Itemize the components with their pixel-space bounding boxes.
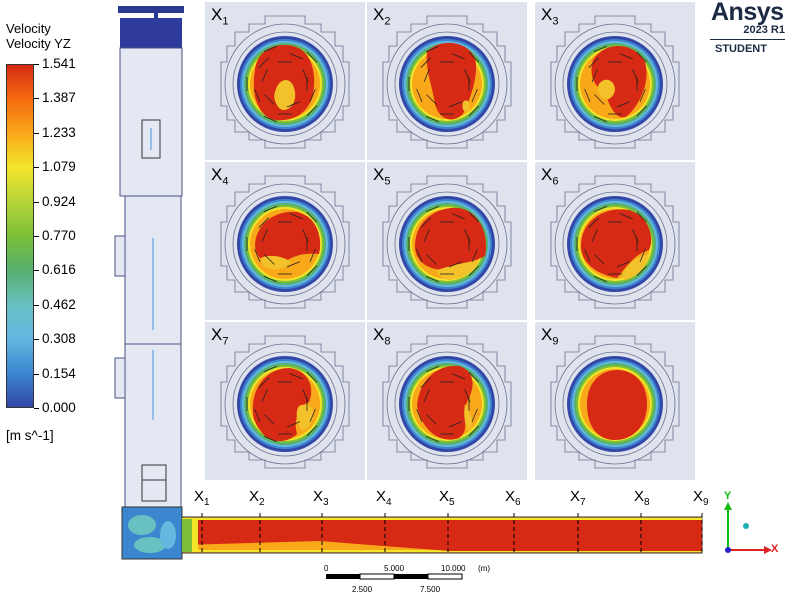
logo-divider: [710, 39, 785, 40]
axis-label-x8: X8: [634, 488, 650, 509]
axis-label-x6: X6: [505, 488, 521, 509]
inlet-region: [120, 18, 182, 48]
legend-tick-label: 0.000: [42, 400, 76, 415]
legend-unit: [m s^-1]: [6, 428, 54, 443]
horizontal-pipe-contour: [121, 506, 703, 560]
legend-title-line2: Velocity YZ: [6, 36, 71, 51]
triad-x-label: X: [771, 543, 779, 555]
legend-tick-mark: [34, 304, 39, 306]
scale-unit: (m): [478, 564, 490, 573]
section-label: X1: [211, 5, 229, 28]
scale-label-2-5: 2.500: [352, 585, 373, 594]
legend-tick-mark: [34, 373, 39, 375]
legend-tick-mark: [34, 236, 39, 237]
legend-tick-label: 0.308: [42, 331, 76, 347]
section-panel-x6[interactable]: X6: [535, 162, 695, 320]
triad-y-label: Y: [724, 490, 732, 502]
section-panel-x3[interactable]: X3: [535, 2, 695, 160]
vertical-geometry-view: [114, 6, 184, 509]
section-panel-x9[interactable]: X9: [535, 322, 695, 480]
legend-tick-mark: [34, 339, 39, 341]
section-label: X8: [373, 325, 391, 348]
scale-bar: [326, 573, 463, 580]
scale-label-7-5: 7.500: [420, 585, 441, 594]
legend-tick-mark: [34, 132, 39, 134]
top-cap: [118, 6, 184, 13]
legend-tick-mark: [34, 408, 39, 409]
axis-triad[interactable]: [718, 498, 778, 558]
section-label: X5: [373, 165, 391, 188]
axis-label-x9: X9: [693, 488, 709, 509]
legend-tick-label: 0.770: [42, 228, 76, 243]
scale-label-5: 5.000: [384, 564, 405, 573]
legend-tick-label: 0.462: [42, 296, 76, 312]
section-panel-x5[interactable]: X5: [367, 162, 527, 320]
ansys-logo: Ansys 2023 R1 STUDENT: [706, 0, 785, 62]
legend-title-line1: Velocity: [6, 21, 51, 36]
section-label: X6: [541, 165, 559, 188]
section-panel-x4[interactable]: X4: [205, 162, 365, 320]
axis-label-x3: X3: [313, 488, 329, 509]
legend-tick-mark: [34, 167, 39, 169]
legend-tick-label: 0.154: [42, 365, 76, 381]
legend-tick-mark: [34, 270, 39, 272]
logo-edition: STUDENT: [715, 43, 767, 55]
axis-label-x4: X4: [376, 488, 392, 509]
section-panel-x8[interactable]: X8: [367, 322, 527, 480]
legend-tick-label: 1.233: [42, 124, 76, 140]
section-label: X2: [373, 5, 391, 28]
section-panel-x1[interactable]: X1: [205, 2, 365, 160]
section-label: X9: [541, 325, 559, 348]
legend-tick-mark: [34, 64, 39, 65]
section-label: X3: [541, 5, 559, 28]
section-panel-x7[interactable]: X7: [205, 322, 365, 480]
axis-label-x2: X2: [249, 488, 265, 509]
section-panel-x2[interactable]: X2: [367, 2, 527, 160]
legend-tick-label: 1.079: [42, 159, 76, 175]
section-label: X4: [211, 165, 229, 188]
legend-color-bar: [6, 64, 34, 408]
legend-tick-label: 1.541: [42, 56, 76, 71]
legend-tick-mark: [34, 98, 39, 100]
scale-label-10: 10.000: [441, 564, 466, 573]
scale-label-0: 0: [324, 564, 329, 573]
legend-title: Velocity Velocity YZ: [6, 21, 71, 51]
legend-tick-label: 1.387: [42, 90, 76, 106]
logo-version: 2023 R1: [743, 24, 785, 36]
axis-label-x5: X5: [439, 488, 455, 509]
axis-label-x1: X1: [194, 488, 210, 509]
section-label: X7: [211, 325, 229, 348]
legend-tick-mark: [34, 201, 39, 203]
logo-brand: Ansys: [711, 0, 784, 26]
legend-tick-label: 0.924: [42, 193, 76, 209]
axis-label-x7: X7: [570, 488, 586, 509]
legend-tick-label: 0.616: [42, 262, 76, 278]
